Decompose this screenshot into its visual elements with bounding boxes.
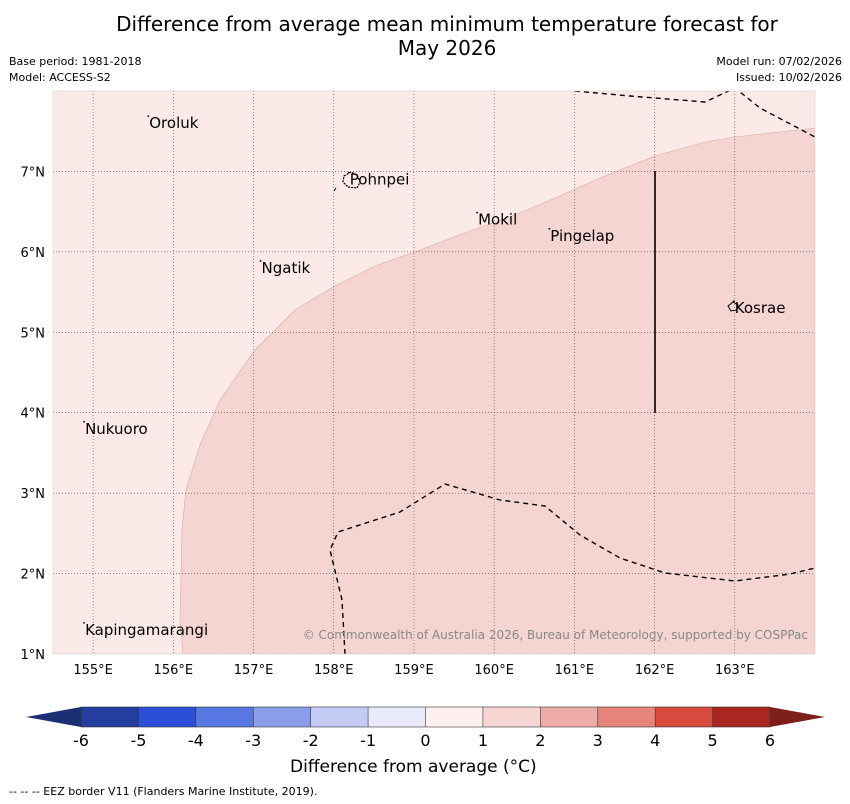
map-frame — [52, 90, 816, 655]
colorbar: -6 -5 -4 -3 -2 -1 0 1 2 3 4 5 6 — [26, 706, 825, 750]
island-oroluk: Oroluk — [147, 114, 199, 132]
lon-tick-label: 156°E — [154, 663, 194, 678]
pohnpei-reef-mark — [333, 187, 337, 192]
lat-tick-label: 6°N — [21, 246, 46, 261]
lat-tick-label: 7°N — [21, 165, 46, 180]
colorbar-tick-label: -3 — [245, 731, 261, 750]
lon-tick-label: 158°E — [314, 663, 354, 678]
lon-tick-label: 162°E — [635, 663, 675, 678]
colorbar-swatch — [253, 707, 312, 727]
copyright-notice: © Commonwealth of Australia 2026, Bureau… — [303, 628, 808, 642]
issued-date: Issued: 10/02/2026 — [735, 71, 842, 84]
colorbar-tick-label: 5 — [707, 731, 717, 750]
colorbar-swatch — [482, 707, 541, 727]
lon-tick-label: 161°E — [555, 663, 595, 678]
map-panel: Oroluk Pohnpei Mokil Pingelap Ngatik Kosrae Nu… — [53, 91, 815, 654]
island-marker — [83, 621, 85, 624]
chart-title: Difference from average mean minimum tem… — [0, 12, 850, 60]
island-label: Pohnpei — [350, 170, 410, 188]
lat-tick-label: 3°N — [21, 487, 46, 502]
island-pingelap: Pingelap — [548, 227, 614, 245]
base-period: Base period: 1981-2018 — [9, 55, 142, 68]
island-labels: Oroluk Pohnpei Mokil Pingelap Ngatik Kosrae Nu… — [83, 114, 785, 639]
pohnpei-island-shape — [342, 171, 361, 189]
inner-anomaly-zone — [179, 127, 815, 654]
island-marker — [347, 171, 350, 174]
colorbar-label: Difference from average (°C) — [290, 757, 537, 777]
island-label: Kosrae — [735, 299, 786, 317]
meta-left: Base period: 1981-2018 Model: ACCESS-S2 — [9, 54, 141, 86]
island-label: Pingelap — [550, 227, 614, 245]
island-label: Mokil — [478, 211, 517, 229]
island-ngatik: Ngatik — [259, 259, 311, 277]
island-marker — [732, 300, 735, 303]
lon-tick-label: 157°E — [234, 663, 274, 678]
colorbar-under-arrow — [26, 707, 81, 727]
lon-tick-label: 155°E — [73, 663, 113, 678]
island-marker — [83, 420, 85, 423]
colorbar-swatch — [655, 707, 714, 727]
lon-tick-label: 160°E — [474, 663, 514, 678]
island-marker — [147, 115, 150, 118]
lat-tick-label: 4°N — [21, 407, 46, 422]
colorbar-swatch — [712, 707, 771, 727]
colorbar-tick-label: 1 — [478, 731, 488, 750]
model-run: Model run: 07/02/2026 — [716, 55, 842, 68]
colorbar-swatch — [310, 707, 369, 727]
colorbar-swatch — [195, 707, 254, 727]
title-line-1: Difference from average mean minimum tem… — [116, 12, 778, 36]
colorbar-swatch — [597, 707, 656, 727]
island-nukuoro: Nukuoro — [83, 420, 148, 438]
colorbar-tick-label: -2 — [303, 731, 319, 750]
colorbar-tick-label: 4 — [650, 731, 660, 750]
colorbar-tick-label: -5 — [130, 731, 146, 750]
eez-footnote: -- -- -- EEZ border V11 (Flanders Marine… — [9, 785, 318, 798]
map-axes: 155°E 156°E 157°E 158°E 159°E 160°E 161°E 162°E… — [21, 165, 755, 678]
island-kapingamarangi: Kapingamarangi — [83, 621, 208, 639]
lat-tick-label: 1°N — [21, 648, 46, 663]
eez-border-north — [574, 91, 815, 138]
island-label: Kapingamarangi — [85, 621, 208, 639]
island-label: Nukuoro — [85, 420, 148, 438]
eez-border-south — [329, 483, 815, 654]
lat-tick-label: 2°N — [21, 568, 46, 583]
island-marker — [548, 227, 551, 230]
island-kosrae: Kosrae — [732, 299, 786, 317]
colorbar-tick-label: -6 — [73, 731, 89, 750]
colorbar-swatch — [81, 707, 139, 727]
island-marker — [259, 260, 262, 262]
kosrae-island-shape — [727, 301, 739, 312]
colorbar-swatch — [540, 707, 599, 727]
title-line-2: May 2026 — [397, 36, 497, 60]
island-mokil: Mokil — [476, 211, 517, 229]
colorbar-swatch — [138, 707, 197, 727]
island-label: Oroluk — [149, 114, 198, 132]
island-marker — [476, 211, 479, 214]
meta-right: Model run: 07/02/2026 Issued: 10/02/2026 — [716, 54, 842, 86]
colorbar-swatch — [368, 707, 426, 727]
model-name: Model: ACCESS-S2 — [9, 71, 111, 84]
lat-tick-label: 5°N — [21, 326, 46, 341]
colorbar-tick-label: 6 — [765, 731, 775, 750]
island-pohnpei: Pohnpei — [347, 170, 410, 188]
colorbar-tick-label: -1 — [360, 731, 376, 750]
colorbar-tick-label: 3 — [593, 731, 603, 750]
lon-tick-label: 159°E — [394, 663, 434, 678]
lon-tick-label: 163°E — [715, 663, 755, 678]
colorbar-tick-label: -4 — [188, 731, 204, 750]
colorbar-swatch — [425, 707, 484, 727]
island-label: Ngatik — [262, 259, 311, 277]
graticule — [53, 91, 815, 654]
colorbar-over-arrow — [770, 707, 825, 727]
colorbar-tick-label: 0 — [420, 731, 430, 750]
colorbar-tick-label: 2 — [535, 731, 545, 750]
